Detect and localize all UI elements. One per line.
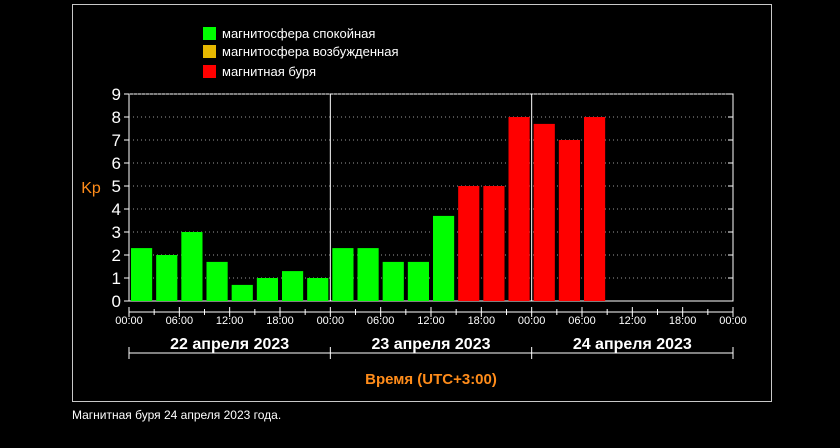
x-tick-label: 06:00 (568, 315, 596, 327)
day-label: 22 апреля 2023 (170, 336, 289, 353)
bar (181, 232, 203, 301)
bar (433, 215, 455, 301)
legend-item-active: магнитосфера возбужденная (203, 43, 399, 59)
bar (357, 248, 379, 301)
x-tick-label: 06:00 (166, 315, 194, 327)
legend-swatch-storm (203, 64, 216, 78)
bar (156, 255, 178, 301)
bar (533, 123, 555, 302)
legend-swatch-active (203, 44, 216, 58)
y-tick-label: 1 (112, 269, 121, 288)
x-tick-label: 00:00 (317, 315, 345, 327)
bar (558, 140, 580, 301)
y-tick-label: 2 (112, 246, 121, 265)
y-tick-label: 0 (112, 292, 121, 311)
legend-label-active: магнитосфера возбужденная (222, 43, 399, 59)
bar (584, 117, 606, 301)
bar (407, 261, 429, 301)
y-tick-label: 9 (112, 85, 121, 104)
plot-frame (128, 93, 734, 302)
chart-panel: 0 1 2 3 4 5 6 7 8 9 Kp 00:00 06:00 12:00 18:00 00:00 06:… (72, 4, 772, 402)
x-tick-label: 00:00 (115, 315, 143, 327)
x-tick-label: 12:00 (216, 315, 244, 327)
x-tick-label: 12:00 (417, 315, 445, 327)
y-tick-label: 8 (112, 108, 121, 127)
x-tick-label: 00:00 (719, 315, 747, 327)
kp-chart: 0 1 2 3 4 5 6 7 8 9 Kp 00:00 06:00 12:00 18:00 00:00 06:… (81, 85, 747, 388)
legend-label-quiet: магнитосфера спокойная (222, 25, 376, 41)
legend-swatch-quiet (203, 26, 216, 40)
x-tick-label: 06:00 (367, 315, 395, 327)
bar (307, 278, 329, 301)
x-tick-label: 18:00 (266, 315, 294, 327)
x-tick-label: 12:00 (619, 315, 647, 327)
bar (382, 261, 404, 301)
x-tick-label: 18:00 (468, 315, 496, 327)
bar (483, 186, 505, 301)
bar (332, 248, 354, 301)
x-tick-label: 00:00 (518, 315, 546, 327)
day-label: 24 апреля 2023 (573, 336, 692, 353)
bar (256, 278, 278, 301)
y-tick-label: 6 (112, 154, 121, 173)
bar (131, 248, 153, 301)
bar (231, 284, 253, 301)
legend-label-storm: магнитная буря (222, 63, 317, 79)
legend-item-storm: магнитная буря (203, 63, 316, 79)
x-tick-label: 18:00 (669, 315, 697, 327)
bar (458, 186, 480, 301)
day-label: 23 апреля 2023 (371, 336, 490, 353)
legend-item-quiet: магнитосфера спокойная (203, 25, 375, 41)
y-tick-label: 7 (112, 131, 121, 150)
bar (508, 117, 530, 301)
y-tick-label: 5 (112, 177, 121, 196)
caption: Магнитная буря 24 апреля 2023 года. (72, 408, 282, 422)
y-axis-label: Kp (81, 180, 101, 197)
y-tick-label: 4 (112, 200, 121, 219)
bar (206, 261, 228, 301)
y-tick-label: 3 (112, 223, 121, 242)
bar (282, 271, 304, 301)
x-axis-title: Время (UTC+3:00) (365, 371, 497, 388)
